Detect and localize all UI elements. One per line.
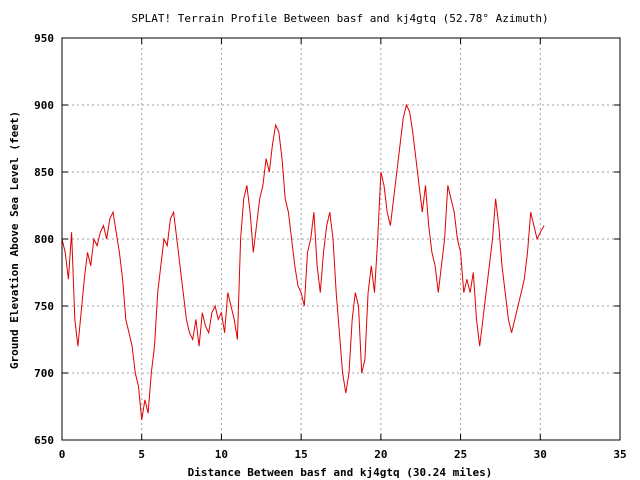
x-tick-label: 25 bbox=[454, 448, 467, 461]
x-axis-label: Distance Between basf and kj4gtq (30.24 … bbox=[188, 466, 493, 479]
axis-ticks bbox=[61, 37, 621, 441]
series-group bbox=[61, 103, 545, 420]
x-tick-label: 15 bbox=[295, 448, 308, 461]
x-tick-label: 5 bbox=[138, 448, 145, 461]
y-tick-label: 700 bbox=[34, 367, 54, 380]
y-tick-label: 800 bbox=[34, 233, 54, 246]
y-tick-label: 900 bbox=[34, 99, 54, 112]
plot-frame bbox=[61, 37, 621, 441]
grid bbox=[62, 38, 620, 440]
y-tick-label: 650 bbox=[34, 434, 54, 447]
chart-title: SPLAT! Terrain Profile Between basf and … bbox=[131, 12, 548, 25]
y-tick-label: 850 bbox=[34, 166, 54, 179]
series-line bbox=[61, 103, 545, 420]
y-axis-label: Ground Elevation Above Sea Level (feet) bbox=[8, 111, 21, 369]
x-tick-label: 20 bbox=[374, 448, 387, 461]
x-tick-label: 10 bbox=[215, 448, 228, 461]
x-tick-label: 35 bbox=[613, 448, 626, 461]
tick-labels: 0 5 10 15 20 25 30 35 650 700 750 800 850 900 950 bbox=[34, 32, 627, 461]
x-tick-label: 30 bbox=[534, 448, 547, 461]
y-tick-label: 750 bbox=[34, 300, 54, 313]
y-tick-label: 950 bbox=[34, 32, 54, 45]
x-tick-label: 0 bbox=[59, 448, 66, 461]
